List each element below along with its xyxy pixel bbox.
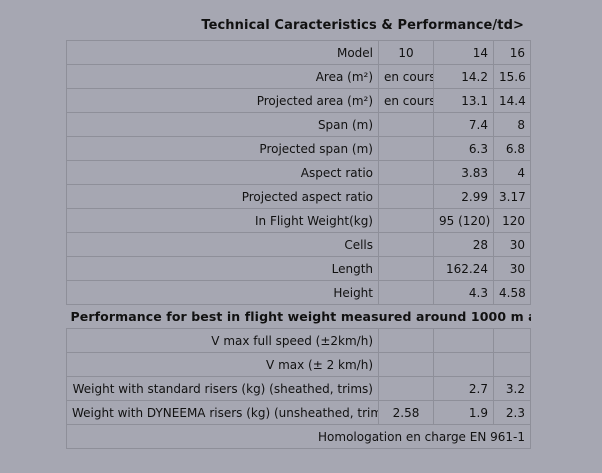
row-label: In Flight Weight(kg) <box>66 208 379 233</box>
table-row: Height 4.3 4.58 <box>66 280 531 305</box>
value-model-16: 120 <box>493 208 531 233</box>
table-row: V max full speed (±2km/h) <box>66 328 531 353</box>
table-row: Area (m²) en cours 14.2 15.6 <box>66 64 531 89</box>
row-label: Weight with standard risers (kg) (sheath… <box>66 376 379 401</box>
value-model-14: 3.83 <box>433 160 494 185</box>
value-model-10: 2.58 <box>378 400 434 425</box>
row-label: Projected span (m) <box>66 136 379 161</box>
table-row: Span (m) 7.4 8 <box>66 112 531 137</box>
value-model-16: 4.58 <box>493 280 531 305</box>
value-model-10 <box>378 352 434 377</box>
value-model-16 <box>493 328 531 353</box>
value-model-16: 16 <box>493 40 531 65</box>
footer-row: Homologation en charge EN 961-1 <box>66 424 531 449</box>
value-model-16: 3.17 <box>493 184 531 209</box>
row-label: Height <box>66 280 379 305</box>
value-model-14: 4.3 <box>433 280 494 305</box>
row-label: V max (± 2 km/h) <box>66 352 379 377</box>
row-label: Span (m) <box>66 112 379 137</box>
table-row: Projected aspect ratio 2.99 3.17 <box>66 184 531 209</box>
value-model-10 <box>378 112 434 137</box>
value-model-10 <box>378 160 434 185</box>
value-model-16: 15.6 <box>493 64 531 89</box>
table-row: Model 10 14 16 <box>66 40 531 65</box>
value-model-14: 95 (120) <box>433 208 494 233</box>
table-row: Projected span (m) 6.3 6.8 <box>66 136 531 161</box>
performance-heading: Performance for best in flight weight me… <box>70 309 531 324</box>
value-model-10 <box>378 232 434 257</box>
value-model-16: 14.4 <box>493 88 531 113</box>
table-row: Weight with DYNEEMA risers (kg) (unsheat… <box>66 400 531 425</box>
row-label: Aspect ratio <box>66 160 379 185</box>
value-model-10 <box>378 328 434 353</box>
spec-table: Model 10 14 16 Area (m²) en cours 14.2 15.6 Proj… <box>66 40 531 449</box>
value-model-14 <box>433 352 494 377</box>
value-model-16: 8 <box>493 112 531 137</box>
value-model-10 <box>378 136 434 161</box>
value-model-10 <box>378 184 434 209</box>
value-model-14: 14 <box>433 40 494 65</box>
table-row: Aspect ratio 3.83 4 <box>66 160 531 185</box>
value-model-16: 2.3 <box>493 400 531 425</box>
value-model-10: 10 <box>378 40 434 65</box>
value-model-16 <box>493 352 531 377</box>
value-model-14: 6.3 <box>433 136 494 161</box>
value-model-10 <box>378 256 434 281</box>
value-model-14: 13.1 <box>433 88 494 113</box>
value-model-14: 7.4 <box>433 112 494 137</box>
section-row: Performance for best in flight weight me… <box>67 305 531 329</box>
value-model-10 <box>378 208 434 233</box>
value-model-14: 14.2 <box>433 64 494 89</box>
value-model-10 <box>378 280 434 305</box>
value-model-16: 3.2 <box>493 376 531 401</box>
value-model-14 <box>433 328 494 353</box>
table-row: Cells 28 30 <box>66 232 531 257</box>
value-model-14: 1.9 <box>433 400 494 425</box>
row-label: Weight with DYNEEMA risers (kg) (unsheat… <box>66 400 379 425</box>
row-label: Area (m²) <box>66 64 379 89</box>
value-model-16: 30 <box>493 232 531 257</box>
homologation-note: Homologation en charge EN 961-1 <box>66 424 531 449</box>
value-model-16: 4 <box>493 160 531 185</box>
table-row: V max (± 2 km/h) <box>66 352 531 377</box>
row-label: Model <box>66 40 379 65</box>
value-model-14: 28 <box>433 232 494 257</box>
table-row: Length 162.24 30 <box>66 256 531 281</box>
value-model-14: 2.99 <box>433 184 494 209</box>
value-model-16: 6.8 <box>493 136 531 161</box>
row-label: Projected area (m²) <box>66 88 379 113</box>
value-model-10 <box>378 376 434 401</box>
row-label: V max full speed (±2km/h) <box>66 328 379 353</box>
value-model-10: en cours <box>378 64 434 89</box>
value-model-10: en cours <box>378 88 434 113</box>
value-model-14: 2.7 <box>433 376 494 401</box>
value-model-16: 30 <box>493 256 531 281</box>
row-label: Cells <box>66 232 379 257</box>
table-row: In Flight Weight(kg) 95 (120) 120 <box>66 208 531 233</box>
row-label: Projected aspect ratio <box>66 184 379 209</box>
table-title: Technical Caracteristics & Performance/t… <box>201 18 524 33</box>
row-label: Length <box>66 256 379 281</box>
table-row: Projected area (m²) en cours 13.1 14.4 <box>66 88 531 113</box>
table-row: Weight with standard risers (kg) (sheath… <box>66 376 531 401</box>
value-model-14: 162.24 <box>433 256 494 281</box>
